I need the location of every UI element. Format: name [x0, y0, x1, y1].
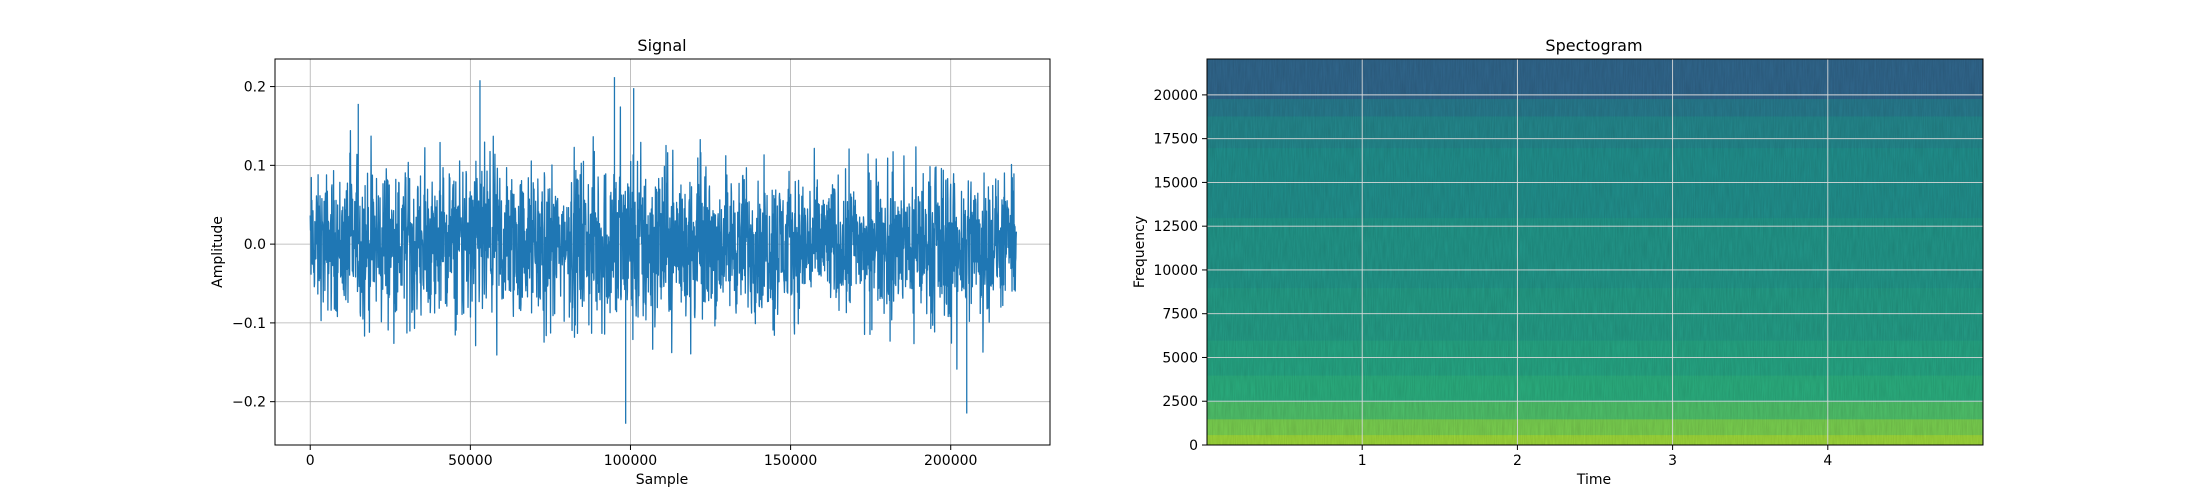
spectrogram-y-tick-label: 15000 [1153, 175, 1198, 191]
signal-title: Signal [637, 36, 686, 55]
signal-y-tick-label: 0.2 [244, 80, 266, 96]
signal-axes-frame [274, 58, 1051, 446]
signal-x-tick-label: 200000 [924, 453, 977, 469]
signal-x-tick-label: 150000 [764, 453, 817, 469]
spectrogram-y-tick-label: 10000 [1153, 263, 1198, 279]
spectrogram-x-tick-label: 1 [1358, 453, 1367, 469]
spectrogram-x-label: Time [1576, 472, 1611, 488]
spectrogram-x-tick-label: 2 [1513, 453, 1522, 469]
spectrogram-x-tick-label: 4 [1823, 453, 1832, 469]
spectrogram-texture [1207, 59, 1983, 445]
spectrogram-x-ticks: 1 2 3 4 [1358, 445, 1832, 469]
spectrogram-x-tick-label: 3 [1668, 453, 1677, 469]
signal-x-tick-label: 50000 [448, 453, 493, 469]
signal-y-label: Amplitude [210, 216, 226, 288]
signal-y-ticks: −0.2 −0.1 0.0 0.1 0.2 [232, 80, 275, 411]
spectrogram-y-tick-label: 0 [1189, 438, 1198, 454]
spectrogram-y-tick-label: 20000 [1153, 88, 1198, 104]
spectrogram-y-label: Frequency [1132, 216, 1148, 288]
spectrogram-y-ticks: 0 2500 5000 7500 10000 12500 15000 17500 20000 [1153, 88, 1207, 454]
signal-series-line [309, 77, 1018, 424]
signal-x-tick-label: 0 [306, 453, 315, 469]
signal-x-label: Sample [636, 472, 689, 488]
spectrogram-y-tick-label: 7500 [1162, 307, 1198, 323]
signal-y-tick-label: 0.0 [244, 237, 266, 253]
signal-y-tick-label: −0.2 [232, 395, 266, 411]
spectrogram-chart: Spectogram 1 2 3 4 0 2500 5000 7500 10000 12500 1… [1132, 36, 1984, 488]
spectrogram-y-tick-label: 2500 [1162, 394, 1198, 410]
signal-line [309, 77, 1018, 424]
signal-y-tick-label: 0.1 [244, 158, 266, 174]
spectrogram-title: Spectogram [1545, 36, 1642, 55]
signal-x-ticks: 0 50000 100000 150000 200000 [306, 445, 977, 469]
signal-chart: Signal 0 50000 100000 150000 200000 −0.2 −0.1… [210, 36, 1051, 488]
spectrogram-y-tick-label: 5000 [1162, 350, 1198, 366]
spectrogram-axes-frame [1206, 58, 1984, 446]
spectrogram-y-tick-label: 12500 [1153, 219, 1198, 235]
signal-y-tick-label: −0.1 [232, 316, 266, 332]
spectrogram-y-tick-label: 17500 [1153, 132, 1198, 148]
signal-x-tick-label: 100000 [604, 453, 657, 469]
